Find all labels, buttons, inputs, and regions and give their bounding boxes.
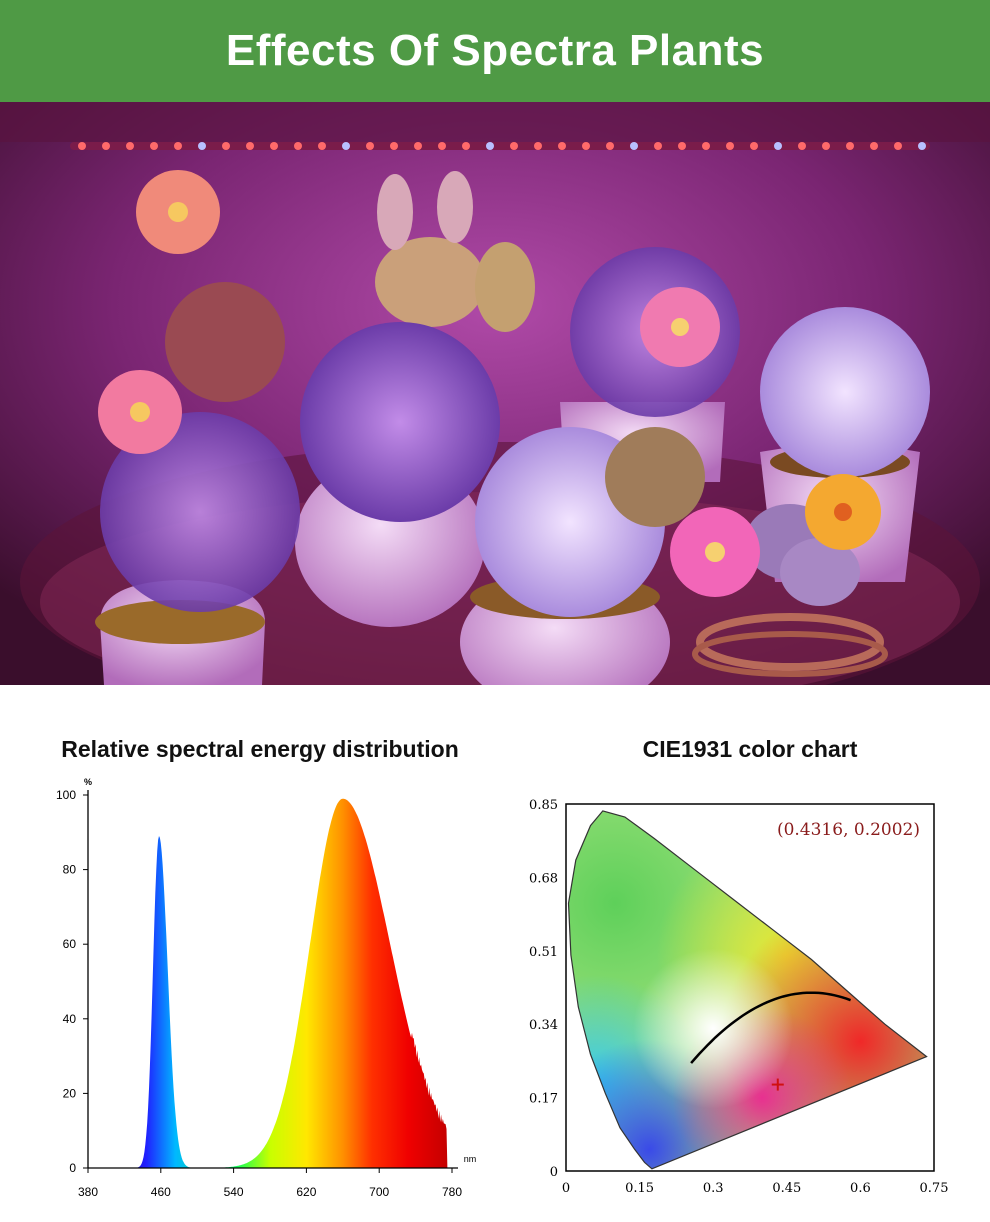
coordinate-annotation: (0.4316, 0.2002) [777, 820, 920, 840]
y-tick-label: 0.17 [529, 1092, 558, 1107]
x-tick-label: 0.75 [920, 1181, 949, 1196]
led-icon [222, 142, 230, 150]
x-tick-label: 700 [369, 1185, 389, 1199]
y-tick-label: 20 [63, 1086, 77, 1100]
y-tick-label: 0.85 [529, 798, 558, 813]
led-icon [270, 142, 278, 150]
x-tick-label: 0.45 [772, 1181, 801, 1196]
planckian-locus [690, 991, 852, 1064]
led-icon [846, 142, 854, 150]
led-icon [726, 142, 734, 150]
y-tick-label: 0 [550, 1165, 558, 1180]
led-icon [78, 142, 86, 150]
y-tick-label: 60 [63, 937, 77, 951]
led-icon [582, 142, 590, 150]
y-tick-label: 80 [63, 863, 77, 877]
cie-chart-title: CIE1931 color chart [642, 736, 858, 762]
led-icon [438, 142, 446, 150]
y-tick-label: 40 [63, 1012, 77, 1026]
led-icon [294, 142, 302, 150]
led-icon [918, 142, 926, 150]
spectral-chart-title: Relative spectral energy distribution [61, 736, 459, 762]
led-icon [486, 142, 494, 150]
plant-photo [0, 102, 990, 685]
led-icon [462, 142, 470, 150]
x-tick-label: 620 [296, 1185, 316, 1199]
led-icon [246, 142, 254, 150]
led-icon [654, 142, 662, 150]
led-icon [870, 142, 878, 150]
led-icon [630, 142, 638, 150]
y-tick-label: 0.68 [529, 871, 558, 886]
led-icon [774, 142, 782, 150]
led-icon [534, 142, 542, 150]
y-tick-label: 100 [56, 788, 76, 802]
x-tick-label: 380 [78, 1185, 98, 1199]
led-icon [510, 142, 518, 150]
x-tick-label: 0.3 [703, 1181, 724, 1196]
led-icon [894, 142, 902, 150]
x-tick-label: 0.15 [625, 1181, 654, 1196]
x-tick-label: 540 [224, 1185, 244, 1199]
led-icon [102, 142, 110, 150]
y-axis-label: % [84, 777, 92, 787]
led-icon [606, 142, 614, 150]
x-tick-label: 0.6 [850, 1181, 871, 1196]
led-icon [822, 142, 830, 150]
spectral-locus [567, 810, 928, 1170]
spectrum-area [88, 798, 448, 1168]
header-banner: Effects Of Spectra Plants [0, 0, 990, 102]
led-icon [342, 142, 350, 150]
led-icon [750, 142, 758, 150]
chart-frame [565, 803, 935, 1172]
x-tick-label: 780 [442, 1185, 462, 1199]
y-tick-label: 0 [69, 1161, 76, 1175]
led-icon [390, 142, 398, 150]
led-icon [318, 142, 326, 150]
led-icon [174, 142, 182, 150]
plant-photo-icon [0, 102, 990, 685]
banner-title: Effects Of Spectra Plants [225, 26, 765, 75]
x-tick-label: 0 [562, 1181, 570, 1196]
led-icon [366, 142, 374, 150]
led-icon [798, 142, 806, 150]
x-axis-label: nm [464, 1154, 477, 1164]
y-tick-label: 0.34 [529, 1018, 558, 1033]
y-tick-label: 0.51 [529, 945, 558, 960]
led-icon [150, 142, 158, 150]
x-tick-label: 460 [151, 1185, 171, 1199]
led-icon [558, 142, 566, 150]
led-icon [198, 142, 206, 150]
led-icon [414, 142, 422, 150]
led-icon [678, 142, 686, 150]
led-icon [126, 142, 134, 150]
led-icon [702, 142, 710, 150]
